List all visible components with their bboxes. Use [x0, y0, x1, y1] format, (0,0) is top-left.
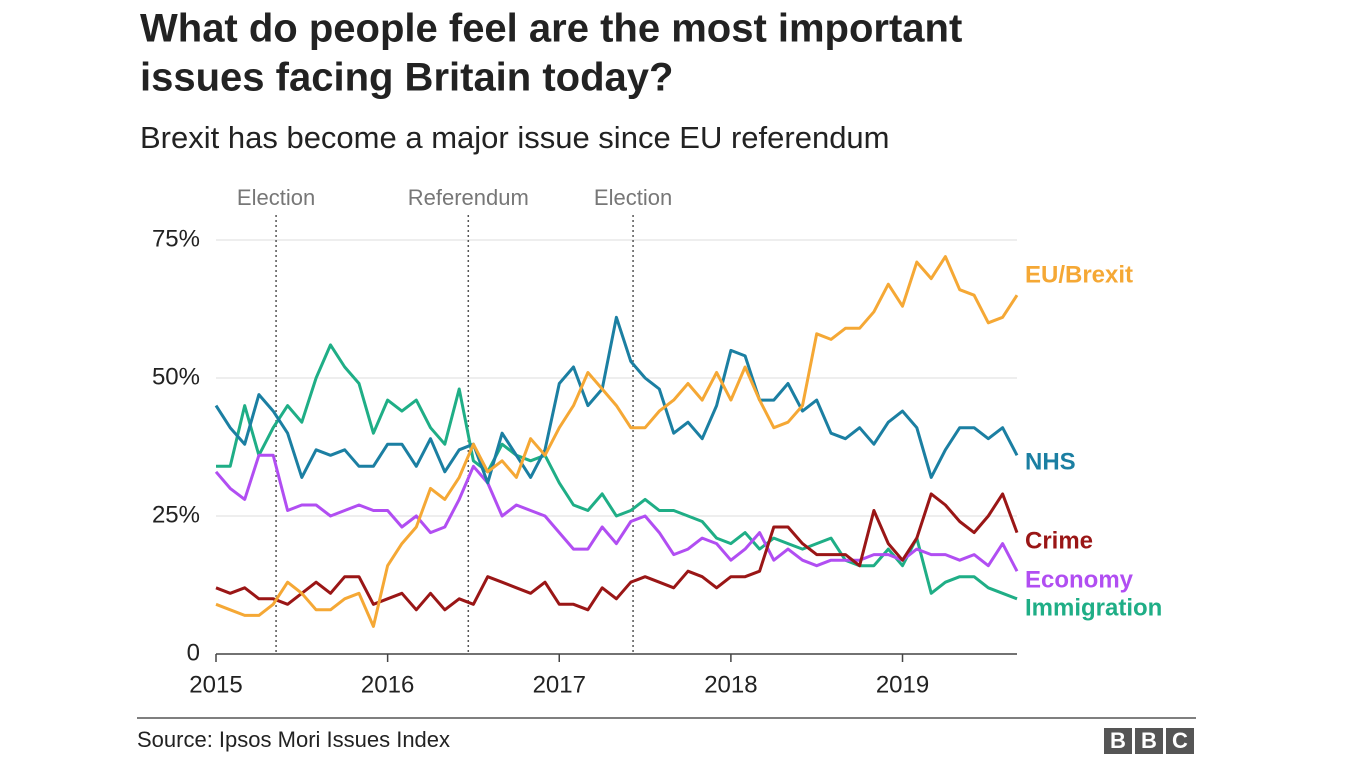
series-line	[216, 343, 1018, 601]
series-label: Immigration	[1025, 594, 1162, 621]
logo-box	[1104, 728, 1132, 754]
logo-letter: B	[1141, 728, 1157, 753]
x-tick-label: 2015	[189, 671, 242, 698]
y-tick-label: 75%	[152, 225, 200, 252]
y-tick-label: 25%	[152, 501, 200, 528]
y-tick-label: 50%	[152, 363, 200, 390]
series-line	[214, 453, 1019, 572]
series-label: Crime	[1025, 527, 1093, 554]
chart-title: issues facing Britain today?	[140, 56, 673, 100]
series-line	[215, 255, 1019, 628]
source: Source: Ipsos Mori Issues Index	[137, 727, 450, 752]
series-label: NHS	[1025, 448, 1076, 475]
x-tick-label: 2016	[361, 671, 414, 698]
series-label: Economy	[1025, 566, 1134, 593]
logo-letter: C	[1172, 728, 1188, 753]
logo-box	[1166, 728, 1194, 754]
series-label: EU/Brexit	[1025, 261, 1133, 288]
series-line	[214, 315, 1019, 485]
x-tick-label: 2019	[876, 671, 929, 698]
y-tick-label: 0	[187, 639, 200, 666]
chart-subtitle: Brexit has become a major issue since EU…	[140, 120, 890, 155]
x-tick-label: 2017	[533, 671, 586, 698]
event-label: Election	[237, 185, 315, 210]
chart-title: What do people feel are the most importa…	[140, 7, 962, 51]
event-label: Referendum	[408, 185, 529, 210]
event-label: Election	[594, 185, 672, 210]
logo-box	[1135, 728, 1163, 754]
logo-letter: B	[1110, 728, 1126, 753]
x-tick-label: 2018	[704, 671, 757, 698]
series-line	[215, 492, 1019, 612]
